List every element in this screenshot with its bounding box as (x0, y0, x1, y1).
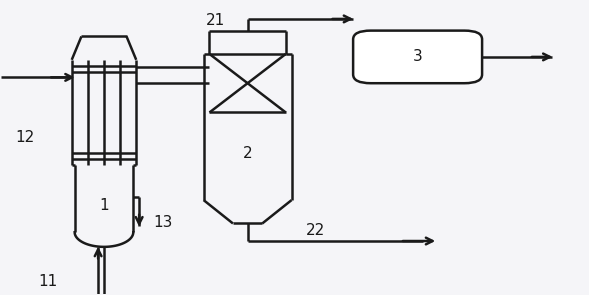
Text: 2: 2 (243, 146, 253, 161)
Text: 21: 21 (206, 13, 225, 28)
Text: 11: 11 (39, 274, 58, 289)
Text: 3: 3 (413, 49, 422, 64)
Text: 13: 13 (153, 214, 173, 230)
FancyBboxPatch shape (353, 31, 482, 83)
Text: 22: 22 (305, 223, 325, 238)
Text: 12: 12 (15, 130, 35, 145)
Text: 1: 1 (99, 199, 109, 214)
